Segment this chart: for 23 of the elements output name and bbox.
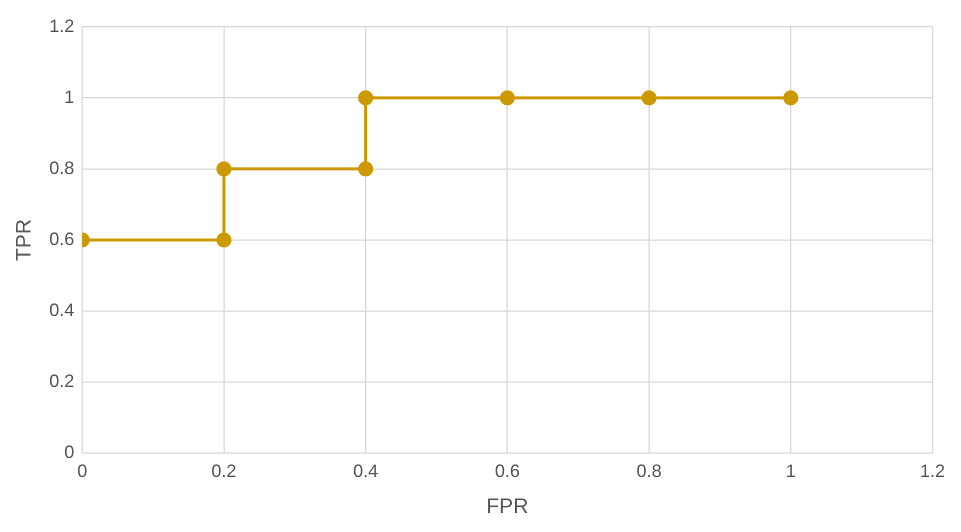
y-tick-label: 0.6 — [49, 228, 74, 249]
x-tick-label: 1.2 — [920, 460, 946, 481]
x-tick-label: 0 — [77, 460, 88, 481]
x-tick-label: 0.4 — [353, 460, 378, 481]
point — [358, 161, 374, 176]
x-tick-label: 0.8 — [636, 460, 662, 481]
point — [783, 90, 798, 106]
point — [216, 161, 232, 176]
x-tick-label: 0.6 — [494, 460, 520, 481]
point — [500, 90, 515, 106]
x-tick-label: 0.2 — [211, 460, 236, 481]
point — [642, 90, 657, 106]
y-tick-label: 1 — [64, 86, 74, 107]
y-tick-label: 0.2 — [49, 371, 74, 392]
x-axis-title: FPR — [486, 495, 528, 518]
point — [358, 90, 374, 106]
point — [216, 232, 232, 248]
y-tick-label: 0.4 — [49, 300, 74, 320]
x-tick-label: 1 — [786, 460, 796, 481]
y-tick-label: 1.2 — [49, 16, 74, 36]
y-tick-label: 0.8 — [49, 158, 74, 178]
y-tick-label: 0 — [64, 442, 74, 462]
y-axis-title: TPR — [12, 219, 36, 261]
